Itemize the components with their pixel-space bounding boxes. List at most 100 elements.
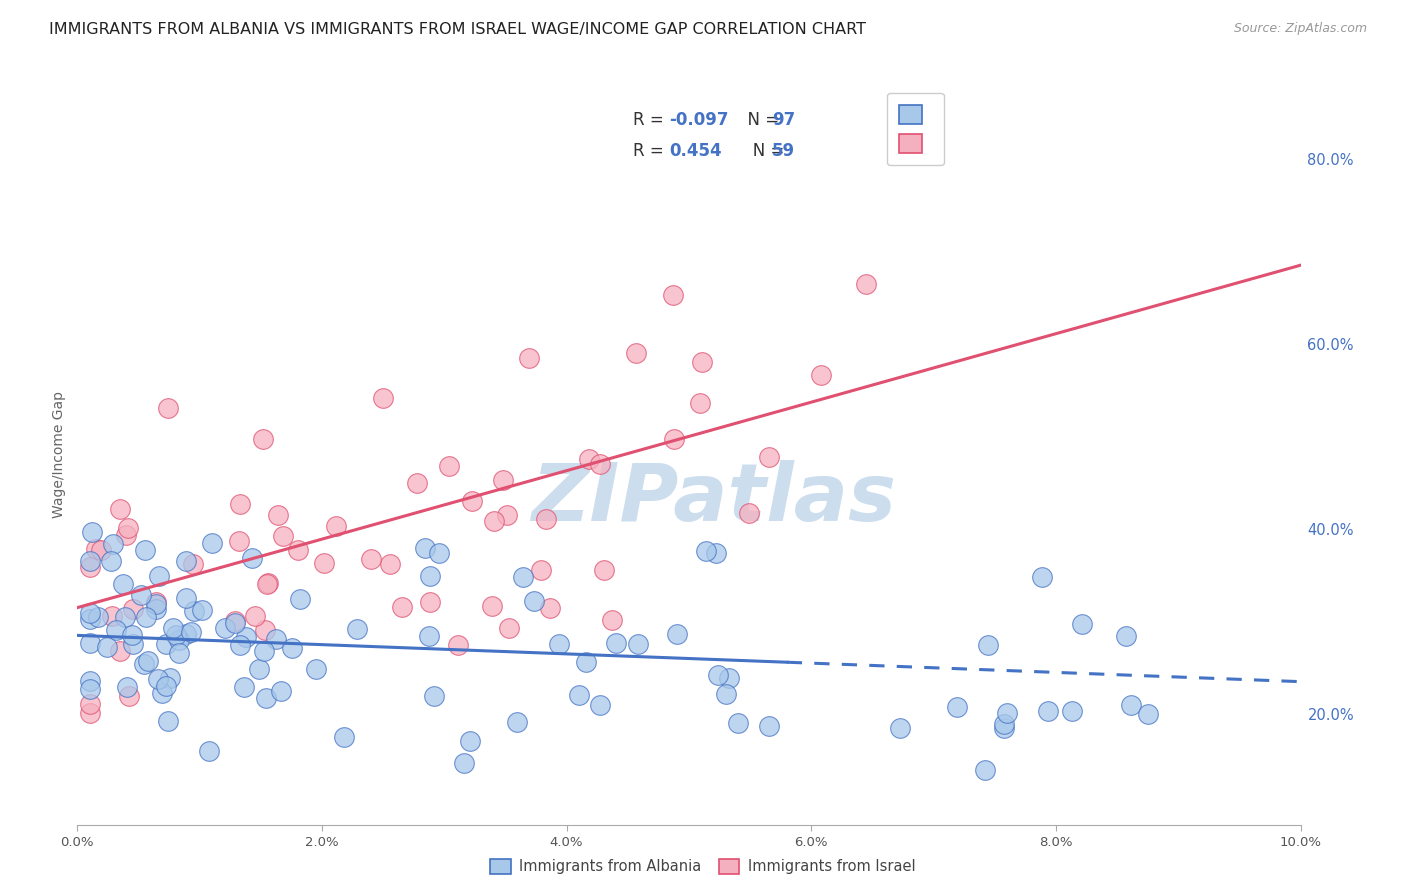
Point [108, 502, 131, 516]
Point [214, 621, 236, 635]
Point [228, 639, 250, 653]
Point [146, 672, 169, 686]
Point [156, 714, 179, 729]
Point [235, 630, 257, 644]
Point [371, 392, 394, 406]
Point [270, 683, 292, 698]
Point [87, 609, 110, 624]
Point [79, 636, 101, 650]
Point [529, 563, 551, 577]
Point [79, 559, 101, 574]
Point [360, 551, 382, 566]
Point [624, 346, 647, 360]
Point [156, 401, 179, 416]
Text: N =: N = [737, 112, 785, 129]
Text: R =: R = [633, 143, 673, 161]
Point [1115, 629, 1137, 643]
Point [252, 432, 274, 446]
Point [662, 288, 685, 302]
Point [974, 764, 997, 778]
Point [114, 610, 136, 624]
Point [406, 476, 429, 491]
Point [993, 717, 1015, 731]
Point [889, 721, 911, 735]
Point [174, 554, 197, 568]
Point [121, 602, 143, 616]
Point [224, 614, 246, 628]
Point [264, 632, 287, 646]
Point [134, 543, 156, 558]
Point [233, 681, 256, 695]
Point [165, 628, 187, 642]
Point [229, 498, 252, 512]
Point [180, 624, 202, 639]
Point [1060, 704, 1083, 718]
Point [626, 637, 648, 651]
Point [305, 662, 328, 676]
Point [593, 563, 616, 577]
Point [254, 691, 277, 706]
Point [90, 543, 112, 558]
Point [496, 508, 519, 523]
Point [79, 606, 101, 620]
Point [1121, 698, 1143, 713]
Point [176, 591, 198, 605]
Point [115, 528, 138, 542]
Point [1031, 570, 1053, 584]
Point [419, 595, 441, 609]
Text: 0.454: 0.454 [669, 143, 723, 161]
Point [155, 637, 177, 651]
Text: 59: 59 [772, 143, 796, 161]
Point [162, 620, 184, 634]
Point [1137, 706, 1160, 721]
Point [461, 494, 484, 508]
Point [547, 637, 569, 651]
Point [689, 396, 711, 410]
Point [453, 756, 475, 771]
Point [145, 602, 167, 616]
Point [247, 662, 270, 676]
Point [121, 637, 143, 651]
Point [201, 536, 224, 550]
Point [169, 646, 191, 660]
Point [993, 721, 1015, 735]
Text: 97: 97 [772, 112, 796, 129]
Point [589, 698, 612, 713]
Point [224, 615, 246, 630]
Text: ZIPatlas: ZIPatlas [531, 460, 896, 539]
Point [155, 679, 177, 693]
Point [287, 543, 309, 558]
Point [447, 638, 470, 652]
Point [159, 671, 181, 685]
Point [538, 601, 561, 615]
Legend: , : , [887, 93, 943, 165]
Point [121, 628, 143, 642]
Point [1038, 704, 1060, 718]
Point [589, 457, 612, 471]
Point [118, 690, 141, 704]
Point [79, 612, 101, 626]
Point [100, 554, 122, 568]
Point [333, 730, 356, 744]
Point [183, 604, 205, 618]
Point [738, 506, 761, 520]
Point [181, 557, 204, 571]
Point [129, 587, 152, 601]
Point [498, 621, 520, 635]
Point [136, 655, 159, 669]
Point [281, 640, 304, 655]
Point [458, 734, 481, 748]
Point [167, 632, 190, 647]
Point [482, 514, 505, 528]
Text: -0.097: -0.097 [669, 112, 728, 129]
Point [312, 556, 335, 570]
Point [995, 706, 1018, 720]
Legend: Immigrants from Albania, Immigrants from Israel: Immigrants from Albania, Immigrants from… [484, 853, 922, 880]
Point [517, 351, 540, 365]
Text: Source: ZipAtlas.com: Source: ZipAtlas.com [1233, 22, 1367, 36]
Point [288, 592, 311, 607]
Point [664, 432, 686, 446]
Point [427, 546, 450, 560]
Point [253, 623, 276, 637]
Point [810, 368, 832, 382]
